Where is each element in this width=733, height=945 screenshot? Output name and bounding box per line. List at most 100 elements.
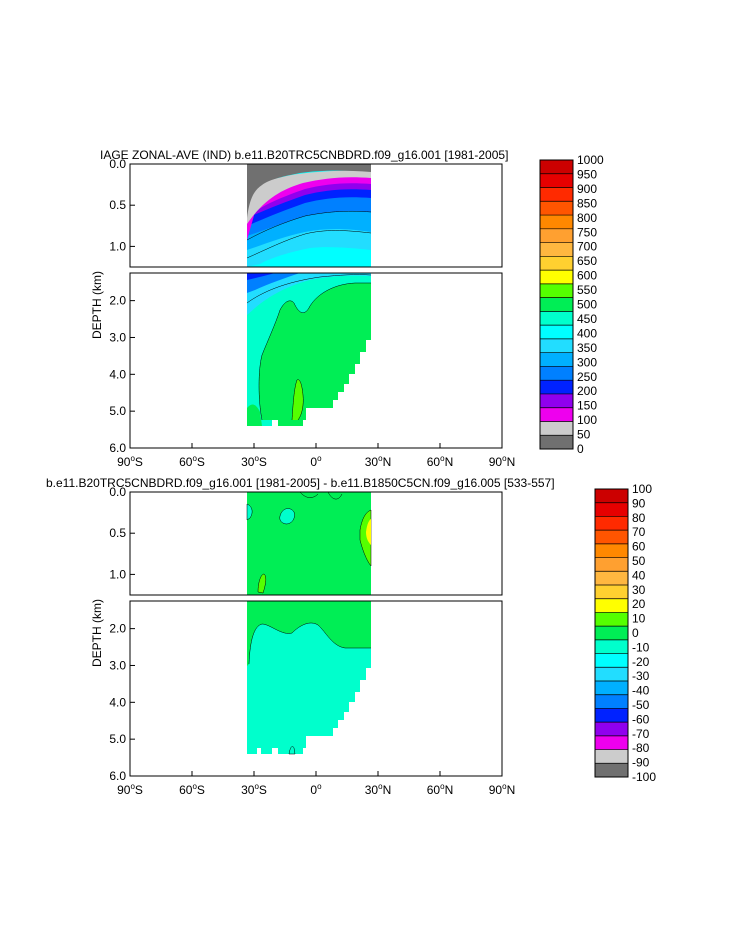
- y-axis-label: DEPTH (km): [90, 599, 104, 667]
- colorbar-label: 50: [577, 428, 591, 442]
- y-tick-label: 4.0: [109, 695, 126, 709]
- colorbar-label: 0: [577, 442, 584, 456]
- y-tick-label: 5.0: [109, 732, 126, 746]
- colorbar-swatch: [540, 311, 573, 326]
- x-tick-label: 0o: [310, 782, 322, 797]
- colorbar-label: 850: [577, 196, 597, 210]
- contour-fill: [279, 508, 295, 525]
- colorbar: 1009080706050403020100-10-20-30-40-50-60…: [594, 482, 656, 784]
- y-tick-label: 3.0: [109, 658, 126, 672]
- x-tick-label: 30oN: [365, 454, 391, 469]
- colorbar-label: 700: [577, 240, 597, 254]
- panel-title: IAGE ZONAL-AVE (IND) b.e11.B20TRC5CNBDRD…: [100, 148, 508, 162]
- colorbar-frame: [539, 159, 574, 450]
- colorbar-swatch: [595, 722, 628, 737]
- panel-diff: b.e11.B20TRC5CNBDRD.f09_g16.001 [1981-20…: [46, 476, 656, 797]
- x-tick-label: 0o: [310, 454, 322, 469]
- plot-frame-upper: [129, 491, 503, 596]
- colorbar-label: 100: [577, 413, 597, 427]
- contour-fill: [247, 273, 300, 293]
- colorbar-swatch: [540, 393, 573, 409]
- contour-fill: [247, 164, 371, 218]
- colorbar-swatch: [595, 598, 628, 613]
- colorbar-label: -70: [632, 727, 650, 741]
- colorbar-frame: [594, 488, 629, 778]
- y-tick-label: 6.0: [109, 441, 126, 455]
- colorbar-swatch: [540, 338, 573, 353]
- colorbar-swatch: [595, 502, 628, 517]
- colorbar-label: 450: [577, 312, 597, 326]
- colorbar-swatch: [595, 681, 628, 696]
- colorbar-label: 800: [577, 211, 597, 225]
- colorbar-label: -50: [632, 698, 650, 712]
- contour-line: [246, 230, 372, 259]
- colorbar-label: 750: [577, 225, 597, 239]
- x-tick-label: 30oN: [365, 782, 391, 797]
- x-tick-label: 30oS: [241, 454, 267, 469]
- x-tick-label: 30oS: [241, 782, 267, 797]
- colorbar-swatch: [595, 571, 628, 586]
- y-tick-label: 1.0: [109, 567, 126, 581]
- colorbar-label: -90: [632, 756, 650, 770]
- colorbar-swatch: [540, 256, 573, 271]
- contour-fill: [247, 492, 371, 595]
- plot-upper-fill: [246, 492, 372, 595]
- colorbar-label: 350: [577, 341, 597, 355]
- colorbar-label: 60: [632, 540, 646, 554]
- colorbar-swatch: [595, 763, 628, 778]
- x-tick-label: 60oN: [427, 454, 453, 469]
- colorbar-swatch: [540, 215, 573, 230]
- colorbar-swatch: [540, 160, 573, 175]
- y-tick-label: 1.0: [109, 239, 126, 253]
- contour-fill: [247, 180, 371, 226]
- colorbar-label: 550: [577, 283, 597, 297]
- colorbar-swatch: [595, 489, 628, 504]
- y-axis-upper: 0.0 0.5 1.0: [109, 485, 135, 581]
- contour-fill: [247, 404, 262, 426]
- plot-upper-fill: [246, 164, 372, 267]
- x-axis: 90oS 60oS 30oS 0o 30oN 60oN 90oN: [117, 443, 515, 469]
- colorbar-label: -100: [632, 770, 656, 784]
- colorbar-swatch: [595, 626, 628, 641]
- contour-fill: [257, 573, 267, 594]
- colorbar-swatch: [540, 435, 573, 450]
- colorbar-swatch: [540, 242, 573, 257]
- colorbar-swatch: [595, 585, 628, 600]
- x-tick-label: 60oS: [179, 782, 205, 797]
- plot-lower-fill: [246, 273, 372, 426]
- y-tick-label: 2.0: [109, 622, 126, 636]
- y-tick-label: 6.0: [109, 769, 126, 783]
- y-tick-label: 0.0: [109, 157, 126, 171]
- colorbar: 1000950900850800750700650600550500450400…: [539, 153, 604, 456]
- contour-fill: [247, 273, 371, 315]
- x-axis: 90oS 60oS 30oS 0o 30oN 60oN 90oN: [117, 771, 515, 797]
- colorbar-swatch: [540, 352, 573, 367]
- contour-fill: [247, 170, 371, 224]
- colorbar-swatch: [540, 283, 573, 298]
- colorbar-label: 10: [632, 612, 646, 626]
- colorbar-label: 900: [577, 182, 597, 196]
- colorbar-swatch: [540, 228, 573, 243]
- y-tick-label: 2.0: [109, 294, 126, 308]
- colorbar-swatch: [595, 543, 628, 558]
- colorbar-swatch: [540, 201, 573, 216]
- colorbar-label: 1000: [577, 153, 604, 167]
- x-tick-label: 90oS: [117, 454, 143, 469]
- colorbar-swatch: [595, 708, 628, 723]
- panel-age: IAGE ZONAL-AVE (IND) b.e11.B20TRC5CNBDRD…: [90, 148, 604, 469]
- colorbar-swatch: [540, 421, 573, 436]
- colorbar-label: 40: [632, 568, 646, 582]
- colorbar-label: -80: [632, 741, 650, 755]
- plot-frame-upper: [129, 163, 503, 268]
- colorbar-label: 600: [577, 269, 597, 283]
- colorbar-swatch: [540, 366, 573, 381]
- colorbar-label: -20: [632, 655, 650, 669]
- colorbar-swatch: [540, 325, 573, 340]
- colorbar-label: 150: [577, 399, 597, 413]
- y-tick-label: 0.5: [109, 526, 126, 540]
- y-axis-lower: 2.0 3.0 4.0 5.0 6.0: [109, 622, 135, 783]
- colorbar-label: 50: [632, 554, 646, 568]
- colorbar-swatch: [595, 557, 628, 572]
- colorbar-swatch: [595, 612, 628, 627]
